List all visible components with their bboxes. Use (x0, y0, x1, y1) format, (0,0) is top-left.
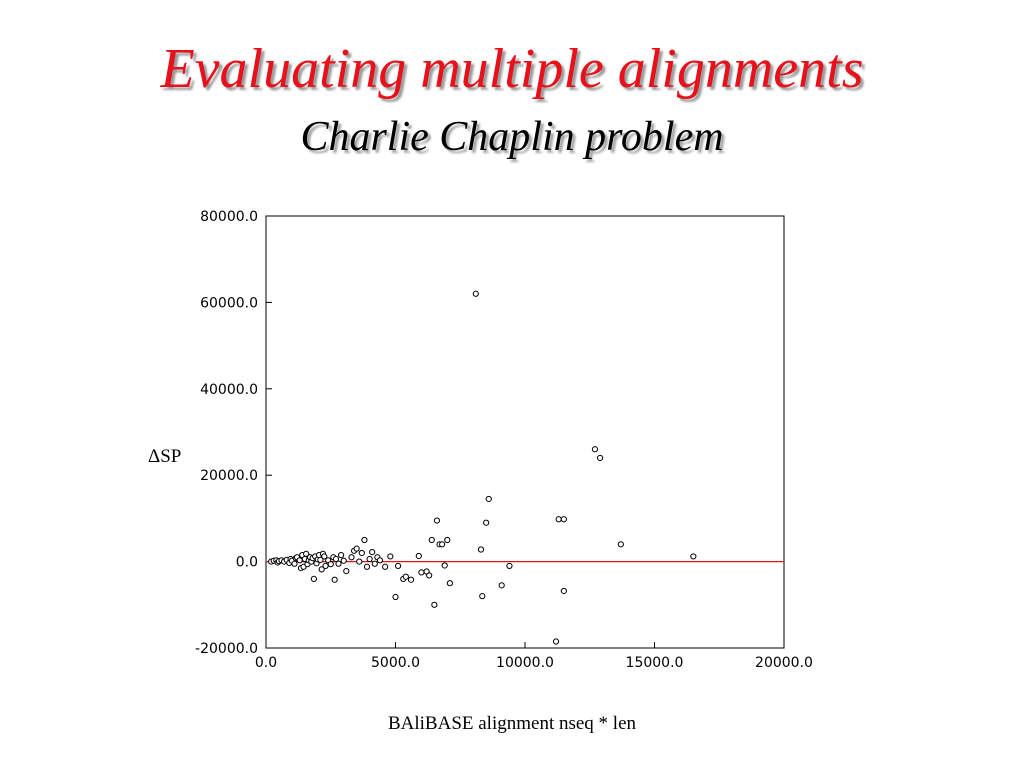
data-point (363, 563, 371, 570)
data-point (479, 593, 486, 600)
data-point (371, 560, 378, 567)
data-point (560, 516, 567, 523)
slide-subtitle: Charlie Chaplin problem (300, 114, 724, 160)
data-point (426, 572, 433, 579)
data-point (407, 576, 415, 583)
data-point (353, 545, 360, 552)
data-point (444, 536, 451, 544)
data-point (356, 558, 363, 565)
slide-title: Evaluating multiple alignments (160, 38, 864, 100)
x-tick-label: 20000.0 (755, 655, 813, 671)
x-tick-label: 10000.0 (496, 655, 554, 671)
data-point (318, 566, 325, 573)
data-point (369, 548, 376, 556)
axis-ticks (265, 215, 785, 649)
data-point (331, 576, 338, 583)
data-point (343, 568, 350, 575)
data-point (394, 562, 402, 570)
data-points (268, 290, 697, 645)
data-point (387, 553, 394, 560)
data-point (296, 557, 303, 564)
y-tick-labels: 80000.0 60000.0 40000.0 20000.0 0.0 -20000.0 (195, 209, 258, 657)
x-tick-label: 5000.0 (371, 655, 420, 671)
data-point (560, 587, 567, 595)
data-point (332, 555, 340, 563)
data-point (506, 562, 513, 570)
data-point (382, 563, 389, 570)
data-point (483, 519, 490, 526)
y-tick-label: 40000.0 (200, 382, 258, 398)
data-point (291, 560, 298, 567)
data-point (322, 562, 329, 570)
data-point (415, 552, 422, 560)
data-point (472, 290, 479, 297)
data-point (690, 553, 697, 560)
data-point (441, 562, 448, 569)
data-point (617, 541, 624, 548)
data-point (431, 601, 438, 608)
data-point (597, 454, 604, 462)
data-point (376, 557, 384, 564)
data-point (361, 536, 368, 544)
y-tick-label: 60000.0 (200, 295, 258, 311)
data-point (340, 557, 347, 564)
data-point (485, 495, 492, 503)
data-point (428, 536, 435, 544)
data-point (317, 556, 324, 563)
data-point (335, 560, 342, 567)
plot-frame (265, 215, 785, 649)
x-tick-label: 0.0 (255, 655, 277, 671)
data-point (321, 553, 328, 560)
data-point (402, 573, 409, 580)
data-point (439, 541, 446, 548)
data-point (358, 549, 365, 557)
data-point (498, 582, 505, 589)
x-tick-label: 15000.0 (626, 655, 684, 671)
y-tick-label: -20000.0 (195, 641, 258, 657)
x-tick-labels: 0.0 5000.0 10000.0 15000.0 20000.0 (255, 655, 813, 671)
data-point (366, 555, 373, 563)
data-point (591, 446, 599, 453)
data-point (446, 580, 453, 587)
data-point (303, 550, 310, 557)
data-point (338, 552, 345, 559)
y-tick-label: 20000.0 (200, 468, 258, 484)
data-point (418, 569, 425, 576)
data-point (477, 546, 485, 553)
y-axis-title: ΔSP (148, 446, 181, 467)
data-point (555, 516, 562, 523)
x-axis-title: BAliBASE alignment nseq * len (388, 713, 637, 734)
y-tick-label: 0.0 (236, 555, 258, 571)
data-point (392, 593, 399, 601)
y-tick-label: 80000.0 (200, 209, 258, 225)
data-point (552, 638, 560, 645)
data-point (433, 517, 441, 524)
data-point (327, 561, 334, 568)
data-point (348, 554, 355, 561)
data-point (310, 575, 318, 582)
